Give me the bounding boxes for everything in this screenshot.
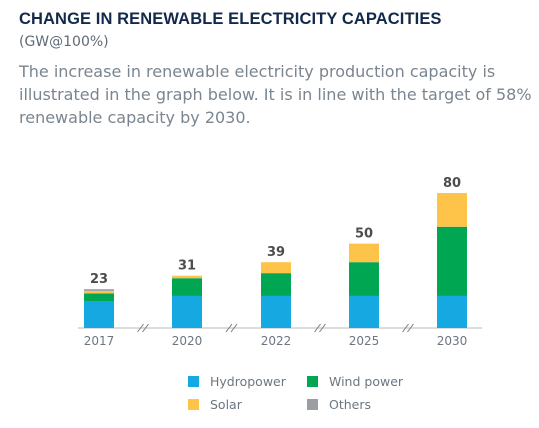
chart-subtitle: (GW@100%) [19,34,109,50]
axis-break-stroke [402,323,409,333]
bar-2022-hydropower [261,295,291,328]
axis-break-stroke [137,323,144,333]
bar-2025-hydropower [349,295,379,328]
bar-2020-wind-power [172,278,202,296]
bar-2030-solar [437,193,467,227]
bar-2030-wind-power [437,226,467,296]
x-tick-label-2022: 2022 [261,334,292,348]
bar-2025-solar [349,243,379,263]
legend-swatch-solar [188,399,199,410]
bar-total-label-2020: 31 [178,259,196,274]
legend-item-others: Others [307,397,371,412]
x-tick-label-2020: 2020 [172,334,203,348]
axis-break-mark [225,323,238,333]
legend-item-wind-power: Wind power [307,374,403,389]
legend-item-solar: Solar [188,397,242,412]
bar-2017-wind-power [84,293,114,301]
bar-2022-solar [261,262,291,274]
x-tick-label-2017: 2017 [84,334,115,348]
legend-label-hydropower: Hydropower [210,374,286,389]
axis-break-mark [137,323,149,333]
bar-2025-wind-power [349,262,379,296]
chart-title: CHANGE IN RENEWABLE ELECTRICITY CAPACITI… [19,10,442,28]
axis-break-stroke [225,323,233,333]
axis-break-stroke [314,323,321,333]
axis-break-stroke [230,323,238,333]
axis-break-stroke [142,323,149,333]
bar-2017-hydropower [84,301,114,328]
bar-2020-solar [172,275,202,279]
legend-label-solar: Solar [210,397,242,412]
legend-label-others: Others [329,397,372,412]
legend-swatch-wind-power [307,376,318,387]
chart-description: The increase in renewable electricity pr… [19,62,532,127]
bar-2022-wind-power [261,273,291,296]
legend-swatch-others [307,399,318,410]
bar-2017-solar [84,290,114,294]
x-tick-label-2025: 2025 [349,334,380,348]
axis-break-stroke [319,323,326,333]
bar-2017-others [84,289,114,291]
bar-total-label-2025: 50 [355,227,373,242]
axis-break-stroke [407,323,414,333]
legend-swatch-hydropower [188,376,199,387]
legend-item-hydropower: Hydropower [188,374,286,389]
bar-2020-hydropower [172,295,202,328]
bar-total-label-2030: 80 [443,176,461,191]
bar-total-label-2022: 39 [267,245,285,260]
bar-2030-hydropower [437,295,467,328]
x-tick-label-2030: 2030 [437,334,468,348]
axis-break-mark [402,323,414,333]
legend-label-wind-power: Wind power [329,374,404,389]
bar-total-label-2017: 23 [90,272,108,287]
axis-break-mark [314,323,326,333]
